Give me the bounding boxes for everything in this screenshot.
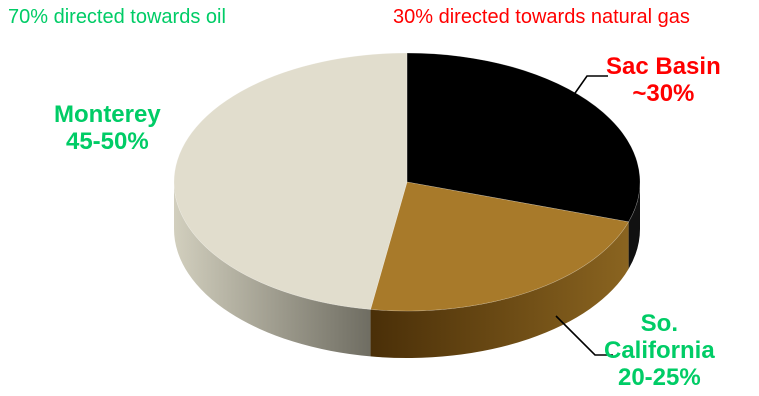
slice-value-so-california: 20-25% [617,364,701,391]
slice-side-monterey [173,182,371,357]
leader-line-sac-basin [572,75,608,97]
gas-share-caption: 30% directed towards natural gas [393,6,690,28]
slice-value-sac-basin: ~30% [632,80,695,107]
leader-line-so-california [555,315,613,356]
slice-value-monterey: 45-50% [65,128,149,155]
slice-name-sac-basin: Sac Basin [606,53,721,80]
slice-name-monterey: Monterey [54,101,161,128]
slice-label-so-california: So. California 20-25% [604,310,715,391]
oil-share-caption: 70% directed towards oil [8,6,226,28]
slice-label-sac-basin: Sac Basin ~30% [606,53,721,107]
slice-side-sac [628,182,640,269]
slice-top-socal [370,181,630,312]
slice-label-monterey: Monterey 45-50% [54,101,161,155]
slice-top-sac [406,52,641,223]
slice-name-so-california-line1: So. [640,310,679,337]
slice-name-so-california-line2: California [604,337,715,364]
slice-top-monterey [173,52,408,310]
